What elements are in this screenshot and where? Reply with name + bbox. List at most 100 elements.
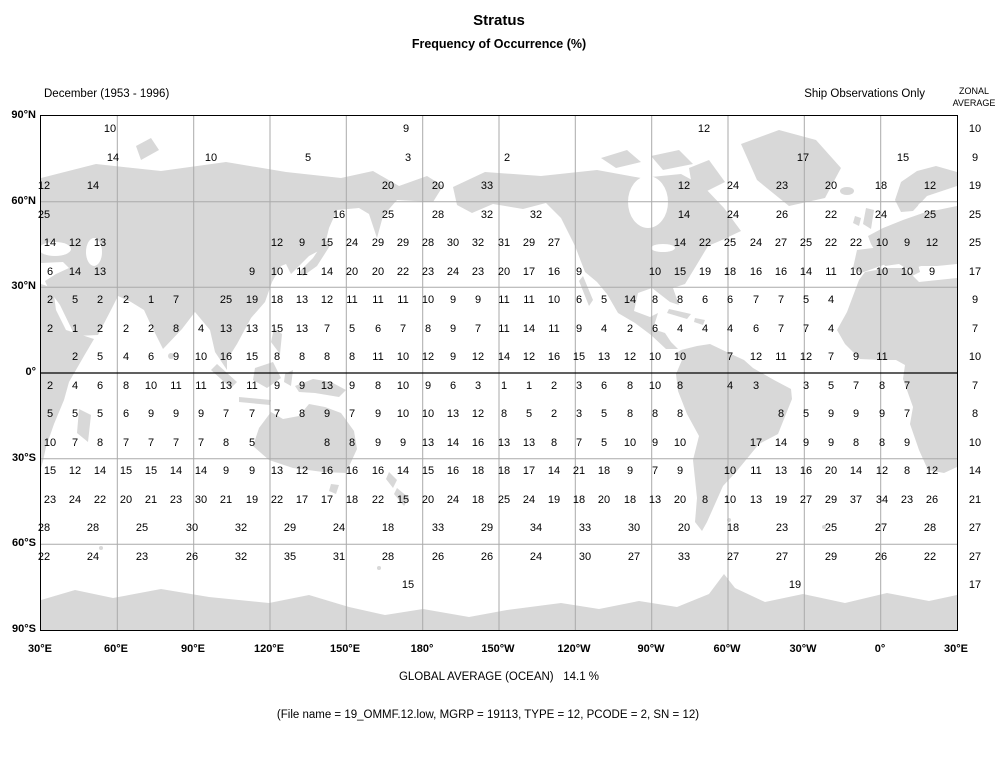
- grid-value: 8: [701, 494, 709, 506]
- grid-value: 2: [46, 323, 54, 335]
- grid-value: 1: [500, 380, 508, 392]
- grid-value: 28: [923, 522, 937, 534]
- grid-value: 14: [446, 437, 460, 449]
- grid-value: 11: [750, 465, 762, 477]
- grid-value: 10: [673, 351, 687, 363]
- lat-label: 90°N: [11, 109, 36, 121]
- lon-label: 60°W: [713, 643, 741, 655]
- grid-value: 19: [788, 579, 802, 591]
- grid-value: 7: [651, 465, 659, 477]
- grid-value: 10: [723, 494, 737, 506]
- grid-value: 7: [777, 323, 785, 335]
- grid-value: 16: [219, 351, 233, 363]
- grid-value: 11: [195, 380, 207, 392]
- page-title: Stratus: [473, 12, 525, 29]
- grid-value: 15: [396, 494, 410, 506]
- grid-value: 5: [248, 437, 256, 449]
- grid-value: 20: [119, 494, 133, 506]
- grid-value: 19: [245, 294, 259, 306]
- grid-value: 29: [396, 237, 410, 249]
- grid-value: 18: [345, 494, 359, 506]
- grid-value: 7: [802, 323, 810, 335]
- grid-value: 21: [144, 494, 158, 506]
- grid-value: 16: [547, 351, 561, 363]
- lon-label: 30°E: [944, 643, 968, 655]
- grid-value: 9: [474, 294, 482, 306]
- grid-value: 28: [381, 551, 395, 563]
- grid-value: 22: [37, 551, 51, 563]
- grid-value: 20: [824, 180, 838, 192]
- grid-value: 3: [575, 380, 583, 392]
- grid-value: 14: [677, 209, 691, 221]
- grid-value: 11: [523, 294, 535, 306]
- grid-value: 23: [169, 494, 183, 506]
- grid-value: 1: [147, 294, 155, 306]
- grid-value: 37: [849, 494, 863, 506]
- grid-value: 33: [578, 522, 592, 534]
- grid-value: 6: [726, 294, 734, 306]
- grid-value: 12: [677, 180, 691, 192]
- grid-value: 16: [371, 465, 385, 477]
- grid-value: 24: [446, 266, 460, 278]
- grid-value: 11: [246, 380, 258, 392]
- grid-value: 24: [86, 551, 100, 563]
- grid-value: 24: [68, 494, 82, 506]
- zonal-average-value: 14: [968, 465, 982, 477]
- grid-value: 14: [194, 465, 208, 477]
- grid-value: 8: [676, 408, 684, 420]
- zonal-average-value: 9: [971, 152, 979, 164]
- grid-value: 10: [194, 351, 208, 363]
- grid-value: 14: [497, 351, 511, 363]
- grid-value: 5: [71, 408, 79, 420]
- grid-value: 9: [374, 408, 382, 420]
- lat-label: 30°S: [12, 452, 36, 464]
- grid-value: 8: [626, 408, 634, 420]
- grid-value: 20: [345, 266, 359, 278]
- grid-value: 2: [71, 351, 79, 363]
- grid-value: 7: [575, 437, 583, 449]
- grid-value: 10: [900, 266, 914, 278]
- grid-value: 7: [903, 408, 911, 420]
- zonal-average-value: 27: [968, 522, 982, 534]
- grid-value: 5: [525, 408, 533, 420]
- grid-value: 20: [371, 266, 385, 278]
- zonal-header-line2: AVERAGE: [952, 98, 996, 108]
- grid-value: 1: [71, 323, 79, 335]
- grid-value: 9: [399, 437, 407, 449]
- lon-label: 150°W: [481, 643, 515, 655]
- grid-value: 7: [474, 323, 482, 335]
- grid-value: 9: [878, 408, 886, 420]
- grid-value: 8: [348, 351, 356, 363]
- grid-value: 18: [874, 180, 888, 192]
- grid-value: 32: [480, 209, 494, 221]
- grid-value: 12: [270, 237, 284, 249]
- zonal-average-header: ZONAL AVERAGE: [948, 85, 998, 109]
- grid-value: 17: [320, 494, 334, 506]
- grid-value: 10: [875, 237, 889, 249]
- lon-label: 120°W: [557, 643, 591, 655]
- grid-value: 32: [471, 237, 485, 249]
- grid-value: 12: [471, 408, 485, 420]
- grid-value: 11: [876, 351, 888, 363]
- grid-value: 18: [471, 465, 485, 477]
- grid-value: 32: [234, 551, 248, 563]
- grid-value: 2: [122, 323, 130, 335]
- grid-value: 17: [522, 465, 536, 477]
- grid-value: 9: [374, 437, 382, 449]
- grid-value: 8: [323, 437, 331, 449]
- grid-value: 9: [172, 351, 180, 363]
- grid-value: 18: [623, 494, 637, 506]
- grid-value: 11: [775, 351, 787, 363]
- grid-value: 6: [651, 323, 659, 335]
- grid-value: 26: [480, 551, 494, 563]
- grid-value: 10: [396, 351, 410, 363]
- grid-value: 29: [371, 237, 385, 249]
- grid-value: 17: [522, 266, 536, 278]
- grid-value: 28: [37, 522, 51, 534]
- grid-value: 25: [219, 294, 233, 306]
- grid-value: 9: [197, 408, 205, 420]
- grid-value: 22: [396, 266, 410, 278]
- grid-value: 17: [749, 437, 763, 449]
- grid-value: 12: [697, 123, 711, 135]
- grid-value: 21: [219, 494, 233, 506]
